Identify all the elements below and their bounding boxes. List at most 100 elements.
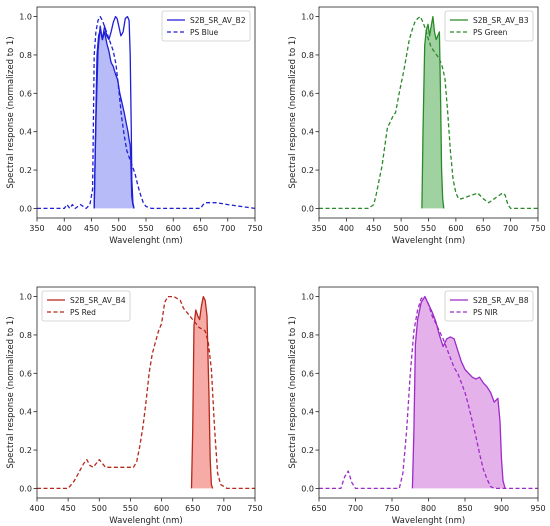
legend: S2B_SR_AV_B8 PS NIR xyxy=(444,290,534,322)
x-axis-label: Wavelenght (nm) xyxy=(392,516,465,526)
x-tick-label: 600 xyxy=(448,224,463,233)
x-tick-label: 750 xyxy=(247,504,262,513)
legend-box xyxy=(161,10,251,42)
x-tick-label: 700 xyxy=(216,504,231,513)
y-tick-label: 0.8 xyxy=(19,51,32,60)
y-tick-label: 0.2 xyxy=(19,166,32,175)
x-tick-label: 650 xyxy=(311,504,326,513)
legend-label: PS NIR xyxy=(473,308,498,317)
panel-nir: 650 700 750 800 850 900 950 0.0 0.2 0.4 0.6 0.8 1.0 W… xyxy=(288,286,546,526)
x-tick-label: 850 xyxy=(457,504,472,513)
y-axis-label: Spectral response (normalized to 1) xyxy=(6,36,16,188)
x-tick-label: 350 xyxy=(311,224,326,233)
legend: S2B_SR_AV_B4 PS Red xyxy=(41,290,131,322)
y-tick-label: 0.4 xyxy=(19,408,32,417)
series-line xyxy=(93,15,135,209)
y-tick-label: 0.4 xyxy=(19,128,32,137)
x-tick-label: 400 xyxy=(57,224,72,233)
y-tick-label: 0.0 xyxy=(301,204,314,213)
x-tick-label: 550 xyxy=(421,224,436,233)
y-axis-label: Spectral response (normalized to 1) xyxy=(6,316,16,468)
legend-box xyxy=(41,290,131,322)
legend-label: PS Red xyxy=(70,308,96,317)
x-tick-label: 500 xyxy=(92,504,107,513)
y-tick-label: 0.0 xyxy=(19,484,32,493)
series-fill xyxy=(421,16,444,209)
y-tick-label: 0.0 xyxy=(301,484,314,493)
y-tick-label: 0.6 xyxy=(301,89,314,98)
series-line xyxy=(190,295,214,489)
legend-label: S2B_SR_AV_B4 xyxy=(70,296,126,305)
x-axis-label: Wavelenght (nm) xyxy=(109,236,182,246)
y-tick-label: 0.2 xyxy=(301,166,314,175)
plot-frame xyxy=(36,286,256,499)
series-line xyxy=(37,295,255,490)
x-tick-label: 700 xyxy=(220,224,235,233)
plot-area xyxy=(319,15,538,210)
y-tick-label: 0.8 xyxy=(301,51,314,60)
y-tick-label: 0.8 xyxy=(301,331,314,340)
x-tick-label: 750 xyxy=(247,224,262,233)
x-tick-label: 650 xyxy=(193,224,208,233)
series-line xyxy=(319,15,538,210)
legend: S2B_SR_AV_B3 PS Green xyxy=(444,10,534,42)
x-tick-label: 500 xyxy=(111,224,126,233)
x-tick-label: 400 xyxy=(29,504,44,513)
y-axis-label: Spectral response (normalized to 1) xyxy=(288,316,298,468)
legend-label: S2B_SR_AV_B8 xyxy=(473,296,529,305)
x-tick-label: 500 xyxy=(393,224,408,233)
plot-area xyxy=(319,295,538,490)
series-line xyxy=(411,295,506,489)
y-tick-label: 0.4 xyxy=(301,128,314,137)
x-tick-label: 750 xyxy=(530,224,545,233)
legend-box xyxy=(444,10,534,42)
x-tick-label: 450 xyxy=(366,224,381,233)
x-tick-label: 650 xyxy=(185,504,200,513)
y-tick-label: 0.0 xyxy=(19,204,32,213)
legend: S2B_SR_AV_B2 PS Blue xyxy=(161,10,251,42)
y-tick-label: 0.6 xyxy=(19,369,32,378)
legend-label: S2B_SR_AV_B3 xyxy=(473,16,529,25)
plot-area xyxy=(37,15,255,210)
x-tick-label: 700 xyxy=(348,504,363,513)
y-tick-label: 1.0 xyxy=(19,293,32,302)
legend-label: PS Green xyxy=(473,28,508,37)
y-tick-label: 0.6 xyxy=(19,89,32,98)
x-tick-label: 700 xyxy=(503,224,518,233)
legend-label: PS Blue xyxy=(190,28,219,37)
x-tick-label: 900 xyxy=(494,504,509,513)
x-axis-label: Wavelenght (nm) xyxy=(392,236,465,246)
y-tick-label: 1.0 xyxy=(19,13,32,22)
panel-blue: 350 400 450 500 550 600 650 700 750 0.0 0.2 0.4 0.6 0… xyxy=(6,6,263,246)
legend-box xyxy=(444,290,534,322)
y-tick-label: 0.2 xyxy=(301,446,314,455)
panel-green: 350 400 450 500 550 600 650 700 750 0.0 0.2 0.4 0.6 0… xyxy=(288,6,546,246)
plot-area xyxy=(37,295,255,490)
x-tick-label: 450 xyxy=(84,224,99,233)
y-tick-label: 1.0 xyxy=(301,13,314,22)
x-tick-label: 550 xyxy=(123,504,138,513)
y-tick-label: 0.4 xyxy=(301,408,314,417)
x-tick-label: 600 xyxy=(154,504,169,513)
series-fill xyxy=(94,30,134,209)
legend-label: S2B_SR_AV_B2 xyxy=(190,16,246,25)
x-tick-label: 650 xyxy=(476,224,491,233)
x-tick-label: 550 xyxy=(138,224,153,233)
series-line xyxy=(37,15,255,210)
x-tick-label: 450 xyxy=(61,504,76,513)
series-line xyxy=(319,295,538,490)
x-tick-label: 600 xyxy=(166,224,181,233)
y-tick-label: 0.6 xyxy=(301,369,314,378)
series-fill xyxy=(412,296,506,489)
series-line xyxy=(421,15,445,209)
x-axis-label: Wavelenght (nm) xyxy=(109,516,182,526)
y-axis-label: Spectral response (normalized to 1) xyxy=(288,36,298,188)
x-tick-label: 400 xyxy=(339,224,354,233)
x-tick-label: 950 xyxy=(530,504,545,513)
y-tick-label: 0.8 xyxy=(19,331,32,340)
x-tick-label: 800 xyxy=(421,504,436,513)
y-tick-label: 0.2 xyxy=(19,446,32,455)
panel-red: 400 450 500 550 600 650 700 750 0.0 0.2 0.4 0.6 0.8 1… xyxy=(6,286,263,526)
y-tick-label: 1.0 xyxy=(301,293,314,302)
